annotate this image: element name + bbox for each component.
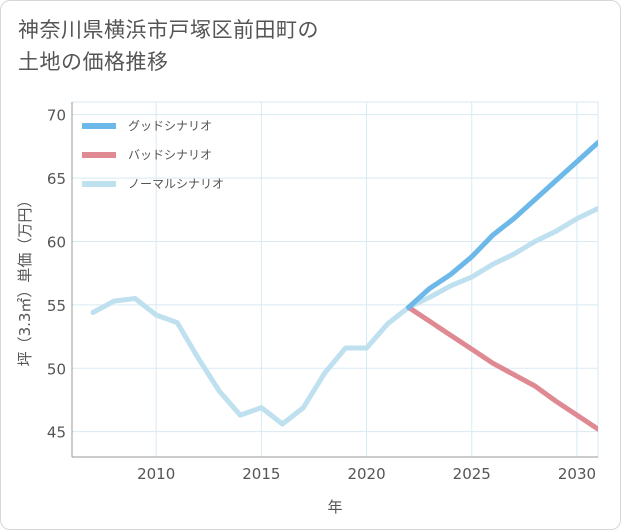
legend-label-normal: ノーマルシナリオ: [128, 177, 224, 191]
y-tick-label-60: 60: [47, 233, 66, 251]
legend-label-good: グッドシナリオ: [128, 119, 212, 133]
chart-title: 神奈川県横浜市戸塚区前田町の 土地の価格推移: [18, 14, 319, 78]
x-tick-label-2025: 2025: [453, 465, 491, 483]
series-line-good: [406, 140, 598, 310]
x-tick-label-2020: 2020: [347, 465, 385, 483]
legend-label-bad: バッドシナリオ: [128, 148, 212, 162]
y-tick-label-45: 45: [47, 424, 66, 442]
x-tick-label-2015: 2015: [242, 465, 280, 483]
y-tick-label-50: 50: [47, 360, 66, 378]
y-tick-label-70: 70: [47, 107, 66, 125]
x-tick-label-2030: 2030: [558, 465, 596, 483]
chart-title-line-1: 神奈川県横浜市戸塚区前田町の: [18, 18, 319, 42]
y-tick-label-55: 55: [47, 297, 66, 315]
x-axis-title: 年: [327, 498, 342, 516]
y-tick-label-65: 65: [47, 170, 66, 188]
series-line-bad: [406, 304, 598, 432]
chart-title-line-2: 土地の価格推移: [18, 50, 169, 74]
y-axis-title: 坪（3.3㎡）単価（万円）: [16, 193, 34, 367]
series-line-normal: [90, 206, 598, 427]
x-tick-label-2010: 2010: [137, 465, 175, 483]
